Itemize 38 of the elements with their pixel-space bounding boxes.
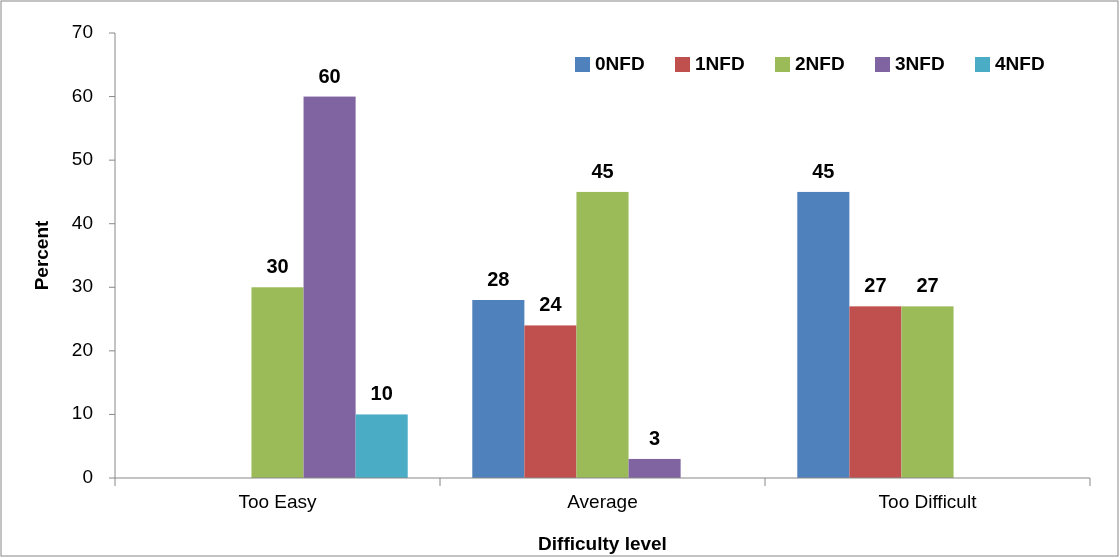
y-axis-title: Percent	[31, 219, 52, 291]
y-tick-label: 20	[71, 338, 93, 360]
data-label: 45	[812, 159, 835, 182]
bar	[524, 325, 577, 478]
data-label: 24	[539, 293, 563, 316]
data-label: 3	[649, 426, 661, 449]
y-tick-label: 70	[71, 21, 93, 43]
x-axis-title: Difficulty level	[538, 533, 667, 554]
legend-label: 3NFD	[895, 53, 945, 75]
legend-label: 0NFD	[595, 53, 645, 75]
data-label: 45	[591, 159, 614, 182]
y-tick-label: 0	[82, 466, 93, 488]
data-label: 27	[864, 274, 887, 297]
bar	[472, 300, 525, 478]
bar	[797, 191, 850, 478]
y-tick-label: 30	[71, 275, 93, 297]
y-tick-label: 10	[71, 402, 93, 424]
bar	[849, 306, 902, 478]
y-tick-label: 40	[71, 211, 93, 233]
bar	[251, 287, 304, 478]
legend-label: 1NFD	[695, 53, 745, 75]
y-tick-label: 60	[71, 84, 93, 106]
bar	[628, 458, 681, 478]
y-tick-label: 50	[71, 148, 93, 170]
data-label: 30	[266, 255, 289, 278]
x-tick-label: Too Easy	[238, 491, 318, 512]
legend-label: 4NFD	[995, 53, 1045, 75]
x-tick-label: Average	[567, 491, 638, 512]
bar	[355, 414, 408, 478]
data-label: 10	[370, 382, 393, 405]
bar	[901, 306, 954, 478]
bar	[576, 191, 629, 478]
x-tick-label: Too Difficult	[878, 491, 978, 512]
data-label: 27	[916, 274, 939, 297]
data-label: 28	[487, 268, 510, 290]
data-label: 60	[318, 64, 341, 87]
bar	[303, 96, 356, 478]
legend-label: 2NFD	[795, 53, 845, 75]
